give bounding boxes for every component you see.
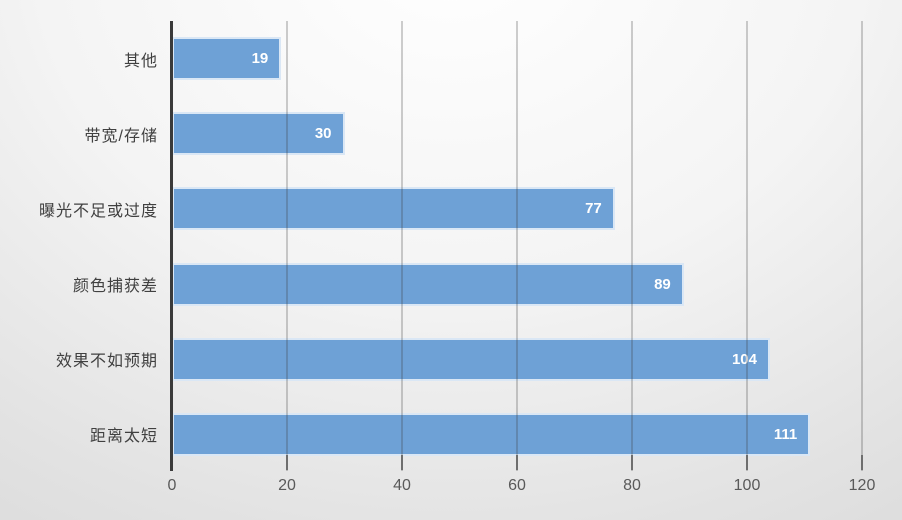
tick-mark [286, 455, 288, 470]
tick-label: 0 [167, 477, 177, 494]
bar-row: 111 [172, 397, 862, 472]
tick-label: 40 [393, 477, 411, 494]
bar: 89 [172, 262, 684, 306]
bar: 104 [172, 337, 770, 381]
category-axis-line [170, 21, 173, 471]
category-label: 距离太短 [89, 428, 158, 446]
value-axis-ticks [172, 455, 863, 470]
plot-area: 19 30 77 89 104 111 [172, 21, 862, 472]
bar: 111 [172, 412, 811, 456]
category-label: 效果不如预期 [55, 353, 158, 371]
category-axis-labels: 其他带宽/存储曝光不足或过度颜色捕获差效果不如预期距离太短 [0, 21, 158, 472]
tick-label: 100 [733, 477, 761, 494]
bar-row: 89 [172, 247, 862, 322]
bar-row: 77 [172, 171, 862, 246]
bar-value-label: 77 [585, 200, 602, 218]
bar-row: 104 [172, 322, 862, 397]
category-label: 带宽/存储 [84, 127, 158, 145]
tick-label: 20 [278, 477, 296, 494]
bar: 77 [172, 187, 615, 231]
tick-mark [631, 455, 633, 470]
bar: 30 [172, 112, 345, 156]
value-axis-tick-labels: 0 20 40 60 80 100 120 [168, 477, 876, 499]
bar-value-label: 19 [251, 50, 269, 68]
tick-mark [746, 455, 748, 470]
category-label: 颜色捕获差 [72, 278, 158, 296]
category-label: 其他 [123, 52, 158, 70]
bar-value-label: 30 [314, 125, 332, 143]
tick-label: 80 [623, 477, 641, 494]
bar-row: 30 [172, 96, 862, 171]
category-label: 曝光不足或过度 [38, 202, 158, 220]
tick-label: 120 [848, 477, 876, 494]
tick-mark [861, 455, 863, 470]
tick-mark [516, 455, 518, 470]
tick-mark [401, 455, 403, 470]
bar-row: 19 [172, 21, 862, 96]
bar-value-label: 111 [773, 425, 798, 443]
bar-value-label: 104 [731, 350, 757, 368]
tick-label: 60 [508, 477, 526, 494]
bar: 19 [172, 37, 282, 81]
bar-value-label: 89 [654, 275, 671, 293]
